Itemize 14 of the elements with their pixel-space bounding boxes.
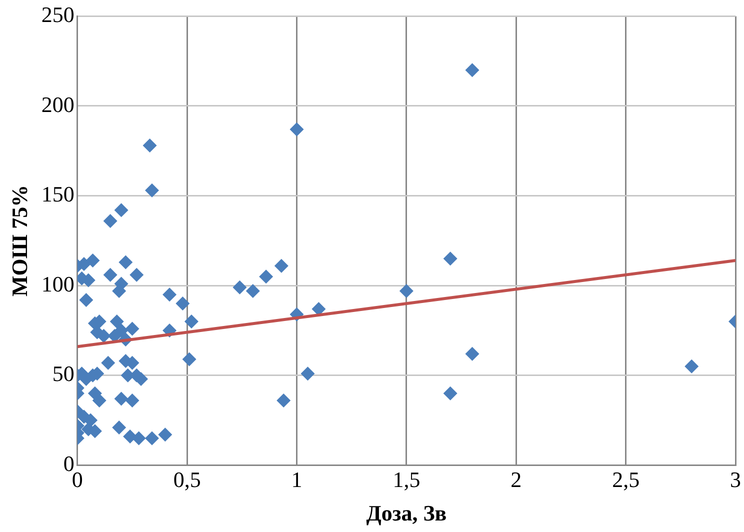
y-tick-label: 100 bbox=[41, 271, 74, 296]
x-axis-title: Доза, Зв bbox=[366, 500, 447, 526]
y-axis-title: МОШ 75% bbox=[6, 184, 32, 296]
y-tick-label: 200 bbox=[41, 92, 74, 117]
x-tick-label: 1,5 bbox=[392, 467, 420, 492]
x-tick-label: 2,5 bbox=[612, 467, 640, 492]
x-tick-label: 2 bbox=[510, 467, 522, 492]
y-tick-label: 0 bbox=[63, 450, 74, 476]
x-tick-label: 1 bbox=[291, 467, 302, 492]
x-tick-label: 3 bbox=[730, 467, 741, 492]
y-tick-label: 250 bbox=[41, 2, 74, 27]
y-tick-label: 150 bbox=[41, 182, 74, 207]
y-tick-label: 50 bbox=[52, 361, 74, 386]
x-tick-label: 0,5 bbox=[173, 467, 201, 492]
